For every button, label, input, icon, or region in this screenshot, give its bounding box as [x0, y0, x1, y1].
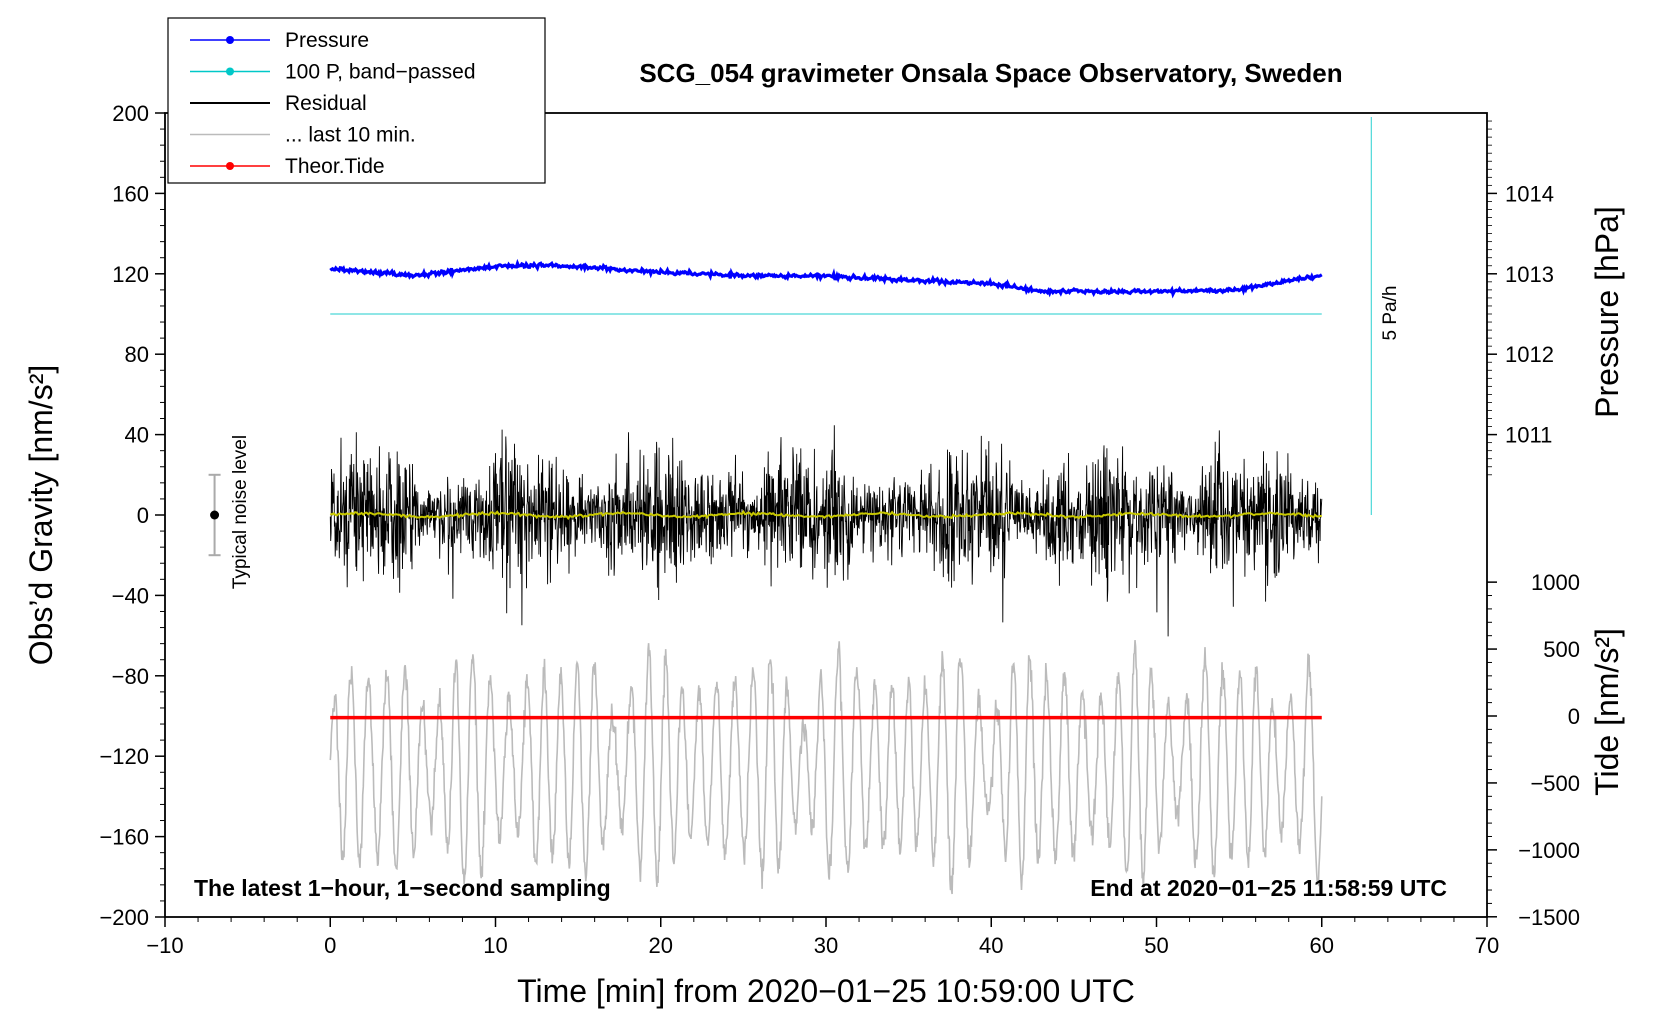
- noise-level-label: Typical noise level: [230, 435, 251, 589]
- y-tick-label-left: 0: [137, 503, 149, 528]
- legend: Pressure 100 P, band−passed Residual ... la…: [167, 17, 546, 184]
- chart-title: SCG_054 gravimeter Onsala Space Observat…: [639, 58, 1342, 88]
- pressure-tick-label: 1012: [1505, 342, 1554, 367]
- y-tick-label-left: 200: [112, 101, 149, 126]
- tide-tick-label: −1500: [1518, 905, 1580, 930]
- note-end-time: End at 2020−01−25 11:58:59 UTC: [1090, 875, 1447, 901]
- pressure-tick-label: 1011: [1505, 423, 1552, 448]
- legend-marker: [226, 36, 234, 44]
- tide-tick-label: 500: [1543, 637, 1580, 662]
- legend-marker: [226, 67, 234, 76]
- series-pressure-line: [329, 258, 1323, 299]
- x-tick-label: 70: [1475, 933, 1499, 958]
- y-axis-title-left: Obs’d Gravity [nm/s²]: [23, 365, 59, 666]
- legend-label: Residual: [285, 92, 367, 115]
- pressure-rate-label: 5 Pa/h: [1380, 286, 1401, 341]
- noise-level-point: [210, 510, 220, 520]
- tide-tick-label: −1000: [1518, 838, 1580, 863]
- legend-label: Theor.Tide: [285, 155, 385, 178]
- pressure-tick-label: 1013: [1505, 262, 1554, 287]
- y-tick-label-left: 160: [112, 181, 149, 206]
- x-tick-label: 40: [979, 933, 1003, 958]
- plot-frame: [164, 112, 1488, 918]
- y-tick-label-left: 120: [112, 262, 149, 287]
- pressure-tick-label: 1014: [1505, 181, 1554, 206]
- legend-box: [167, 17, 546, 184]
- x-axis-title: Time [min] from 2020−01−25 10:59:00 UTC: [517, 973, 1135, 1009]
- note-sampling: The latest 1−hour, 1−second sampling: [194, 875, 611, 901]
- legend-label: ... last 10 min.: [285, 124, 416, 147]
- y-axis-title-tide: Tide [nm/s²]: [1589, 628, 1625, 796]
- y-tick-label-left: 80: [125, 342, 149, 367]
- legend-label: Pressure: [285, 29, 369, 52]
- y-tick-label-left: −160: [99, 825, 149, 850]
- legend-marker: [226, 162, 234, 170]
- x-tick-label: 10: [483, 933, 507, 958]
- y-tick-label-left: −80: [112, 664, 149, 689]
- series-residual-smoothed-line: [329, 509, 1322, 521]
- x-tick-label: 30: [814, 933, 838, 958]
- x-tick-label: 0: [324, 933, 336, 958]
- data-layer: [208, 117, 1372, 895]
- y-tick-label-left: −200: [99, 905, 149, 930]
- tide-tick-label: 0: [1568, 704, 1580, 729]
- axes: −10 0 10 20 30 40 50 60 70 −200 −160 −120 −80 −40 0 40 8…: [99, 101, 1580, 958]
- x-tick-label: −10: [146, 933, 183, 958]
- y-tick-label-left: 40: [125, 423, 149, 448]
- legend-label: 100 P, band−passed: [285, 61, 476, 84]
- x-tick-label: 50: [1144, 933, 1168, 958]
- series-last-10-min-line: [329, 640, 1323, 895]
- tide-tick-label: −500: [1530, 771, 1580, 796]
- y-tick-label-left: −120: [99, 744, 149, 769]
- series-residual-line: [329, 425, 1323, 637]
- tide-tick-label: 1000: [1531, 570, 1580, 595]
- x-tick-label: 20: [649, 933, 673, 958]
- y-axis-title-pressure: Pressure [hPa]: [1589, 206, 1625, 418]
- x-tick-label: 60: [1310, 933, 1334, 958]
- y-tick-label-left: −40: [112, 583, 149, 608]
